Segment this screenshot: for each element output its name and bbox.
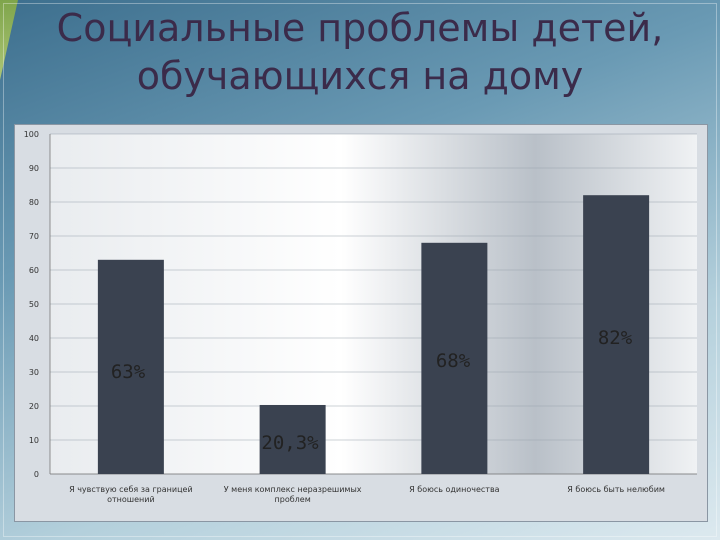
x-category-label: Я боюсь одиночества: [409, 485, 499, 494]
y-tick-label: 0: [34, 470, 39, 479]
y-tick-label: 80: [29, 198, 39, 207]
y-tick-label: 60: [29, 266, 39, 275]
y-tick-label: 30: [29, 368, 39, 377]
bar: [421, 242, 488, 474]
y-tick-label: 20: [29, 402, 39, 411]
y-tick-label: 100: [24, 130, 39, 139]
y-tick-label: 10: [29, 436, 39, 445]
data-label: 68%: [436, 350, 471, 372]
data-label: 82%: [598, 327, 633, 349]
x-category-label: Я боюсь быть нелюбим: [567, 485, 665, 494]
bar: [583, 195, 650, 474]
data-label: 63%: [111, 361, 146, 383]
slide-title: Социальные проблемы детей, обучающихся н…: [56, 6, 664, 98]
y-tick-label: 90: [29, 164, 39, 173]
x-category-label: Я чувствую себя за границей отношений: [69, 485, 193, 504]
data-label: 20,3%: [261, 432, 319, 454]
x-category-label: У меня комплекс неразрешимых проблем: [224, 485, 362, 504]
bar: [97, 259, 164, 474]
bar: [259, 404, 326, 474]
y-tick-label: 70: [29, 232, 39, 241]
y-tick-label: 50: [29, 300, 39, 309]
y-tick-label: 40: [29, 334, 39, 343]
